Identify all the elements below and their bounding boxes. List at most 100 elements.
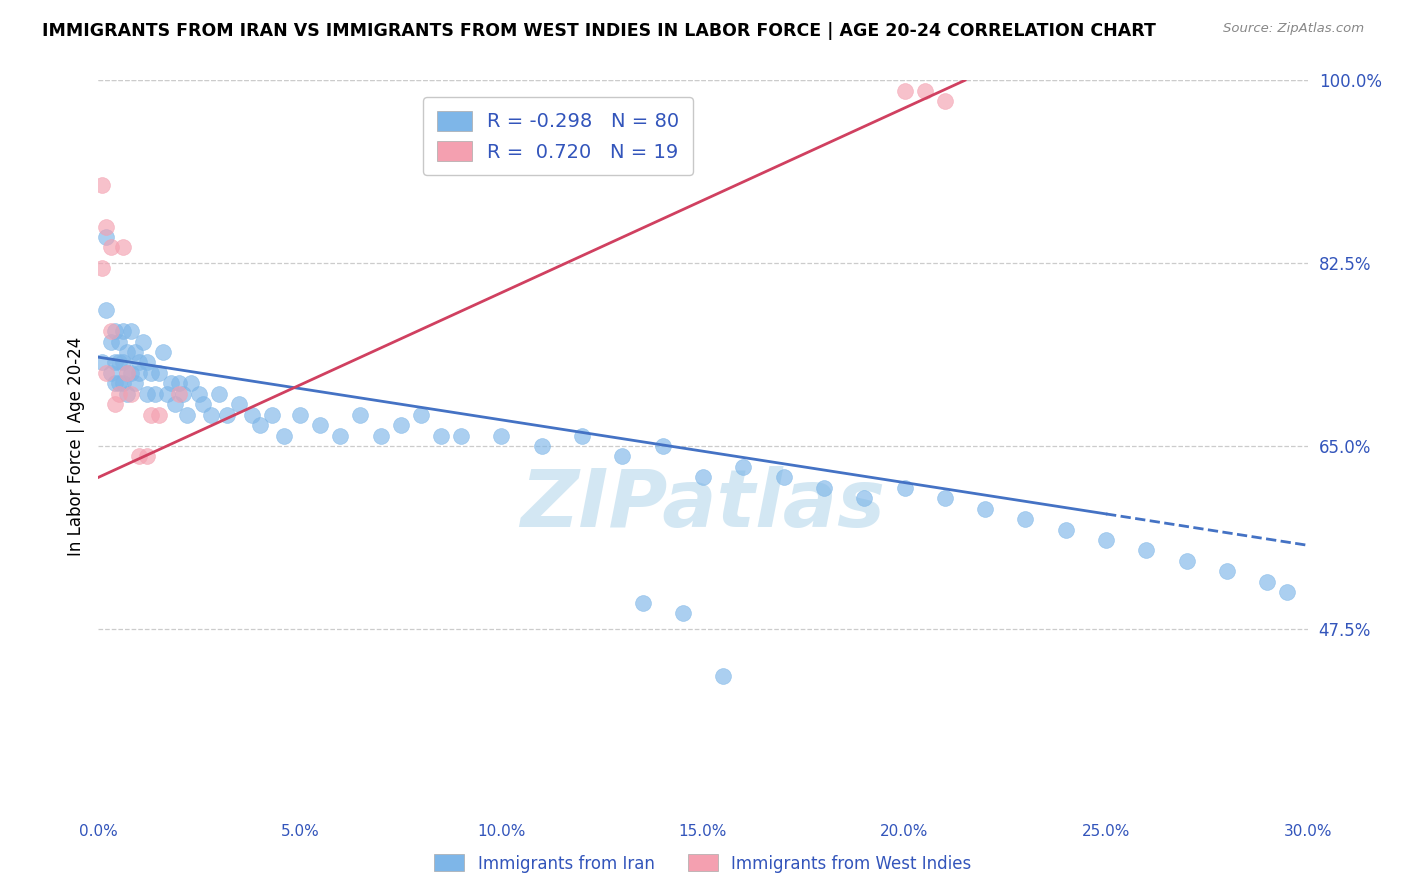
Point bbox=[163, 397, 186, 411]
Point bbox=[180, 376, 202, 391]
Point bbox=[733, 459, 755, 474]
Point bbox=[111, 240, 134, 254]
Point bbox=[571, 428, 593, 442]
Point bbox=[103, 376, 125, 391]
Point bbox=[124, 345, 146, 359]
Point bbox=[143, 386, 166, 401]
Point bbox=[100, 324, 122, 338]
Point bbox=[103, 324, 125, 338]
Point bbox=[228, 397, 250, 411]
Point bbox=[103, 397, 125, 411]
Point bbox=[139, 366, 162, 380]
Point bbox=[1175, 554, 1198, 568]
Point bbox=[132, 334, 155, 349]
Point bbox=[273, 428, 295, 442]
Point bbox=[96, 366, 118, 380]
Point bbox=[1216, 565, 1239, 579]
Point bbox=[96, 219, 118, 234]
Point bbox=[612, 450, 634, 464]
Point bbox=[193, 397, 215, 411]
Point bbox=[152, 345, 174, 359]
Point bbox=[813, 481, 835, 495]
Point bbox=[914, 84, 936, 98]
Point bbox=[288, 408, 311, 422]
Point bbox=[115, 366, 138, 380]
Text: Source: ZipAtlas.com: Source: ZipAtlas.com bbox=[1223, 22, 1364, 36]
Point bbox=[135, 355, 157, 369]
Point bbox=[974, 501, 997, 516]
Point bbox=[893, 84, 915, 98]
Point bbox=[329, 428, 352, 442]
Point bbox=[120, 386, 142, 401]
Point bbox=[139, 408, 162, 422]
Point bbox=[96, 303, 118, 318]
Point bbox=[1256, 574, 1278, 589]
Point bbox=[100, 334, 122, 349]
Point bbox=[156, 386, 179, 401]
Point bbox=[1054, 523, 1077, 537]
Point bbox=[370, 428, 392, 442]
Point bbox=[309, 418, 332, 433]
Point bbox=[1277, 585, 1299, 599]
Point bbox=[124, 376, 146, 391]
Point bbox=[672, 606, 695, 620]
Point bbox=[176, 408, 198, 422]
Point bbox=[107, 334, 129, 349]
Point bbox=[530, 439, 553, 453]
Point bbox=[631, 596, 654, 610]
Point bbox=[115, 366, 138, 380]
Point bbox=[711, 669, 734, 683]
Point bbox=[96, 230, 118, 244]
Point bbox=[107, 355, 129, 369]
Point bbox=[260, 408, 283, 422]
Point bbox=[128, 450, 150, 464]
Point bbox=[111, 376, 134, 391]
Point bbox=[120, 324, 142, 338]
Point bbox=[1135, 543, 1157, 558]
Point bbox=[148, 366, 170, 380]
Point bbox=[103, 355, 125, 369]
Point bbox=[135, 386, 157, 401]
Point bbox=[389, 418, 412, 433]
Point bbox=[450, 428, 472, 442]
Point bbox=[167, 376, 190, 391]
Point bbox=[120, 366, 142, 380]
Point bbox=[128, 366, 150, 380]
Point bbox=[160, 376, 183, 391]
Point bbox=[1095, 533, 1118, 547]
Point bbox=[107, 386, 129, 401]
Point bbox=[934, 94, 956, 108]
Point bbox=[107, 376, 129, 391]
Point bbox=[188, 386, 211, 401]
Point bbox=[430, 428, 453, 442]
Point bbox=[1014, 512, 1036, 526]
Point bbox=[115, 386, 138, 401]
Point bbox=[249, 418, 271, 433]
Point bbox=[491, 428, 513, 442]
Point bbox=[208, 386, 231, 401]
Point bbox=[91, 178, 114, 192]
Point bbox=[128, 355, 150, 369]
Legend: R = -0.298   N = 80, R =  0.720   N = 19: R = -0.298 N = 80, R = 0.720 N = 19 bbox=[423, 97, 693, 176]
Point bbox=[200, 408, 222, 422]
Point bbox=[100, 240, 122, 254]
Point bbox=[853, 491, 876, 506]
Point bbox=[934, 491, 956, 506]
Point bbox=[167, 386, 190, 401]
Y-axis label: In Labor Force | Age 20-24: In Labor Force | Age 20-24 bbox=[66, 336, 84, 556]
Legend: Immigrants from Iran, Immigrants from West Indies: Immigrants from Iran, Immigrants from We… bbox=[427, 847, 979, 880]
Point bbox=[240, 408, 263, 422]
Point bbox=[409, 408, 432, 422]
Point bbox=[893, 481, 915, 495]
Point bbox=[217, 408, 239, 422]
Point bbox=[172, 386, 194, 401]
Point bbox=[115, 345, 138, 359]
Point bbox=[100, 366, 122, 380]
Point bbox=[91, 261, 114, 276]
Point bbox=[349, 408, 371, 422]
Point bbox=[111, 324, 134, 338]
Point bbox=[111, 355, 134, 369]
Text: ZIPatlas: ZIPatlas bbox=[520, 466, 886, 543]
Point bbox=[772, 470, 794, 484]
Point bbox=[135, 450, 157, 464]
